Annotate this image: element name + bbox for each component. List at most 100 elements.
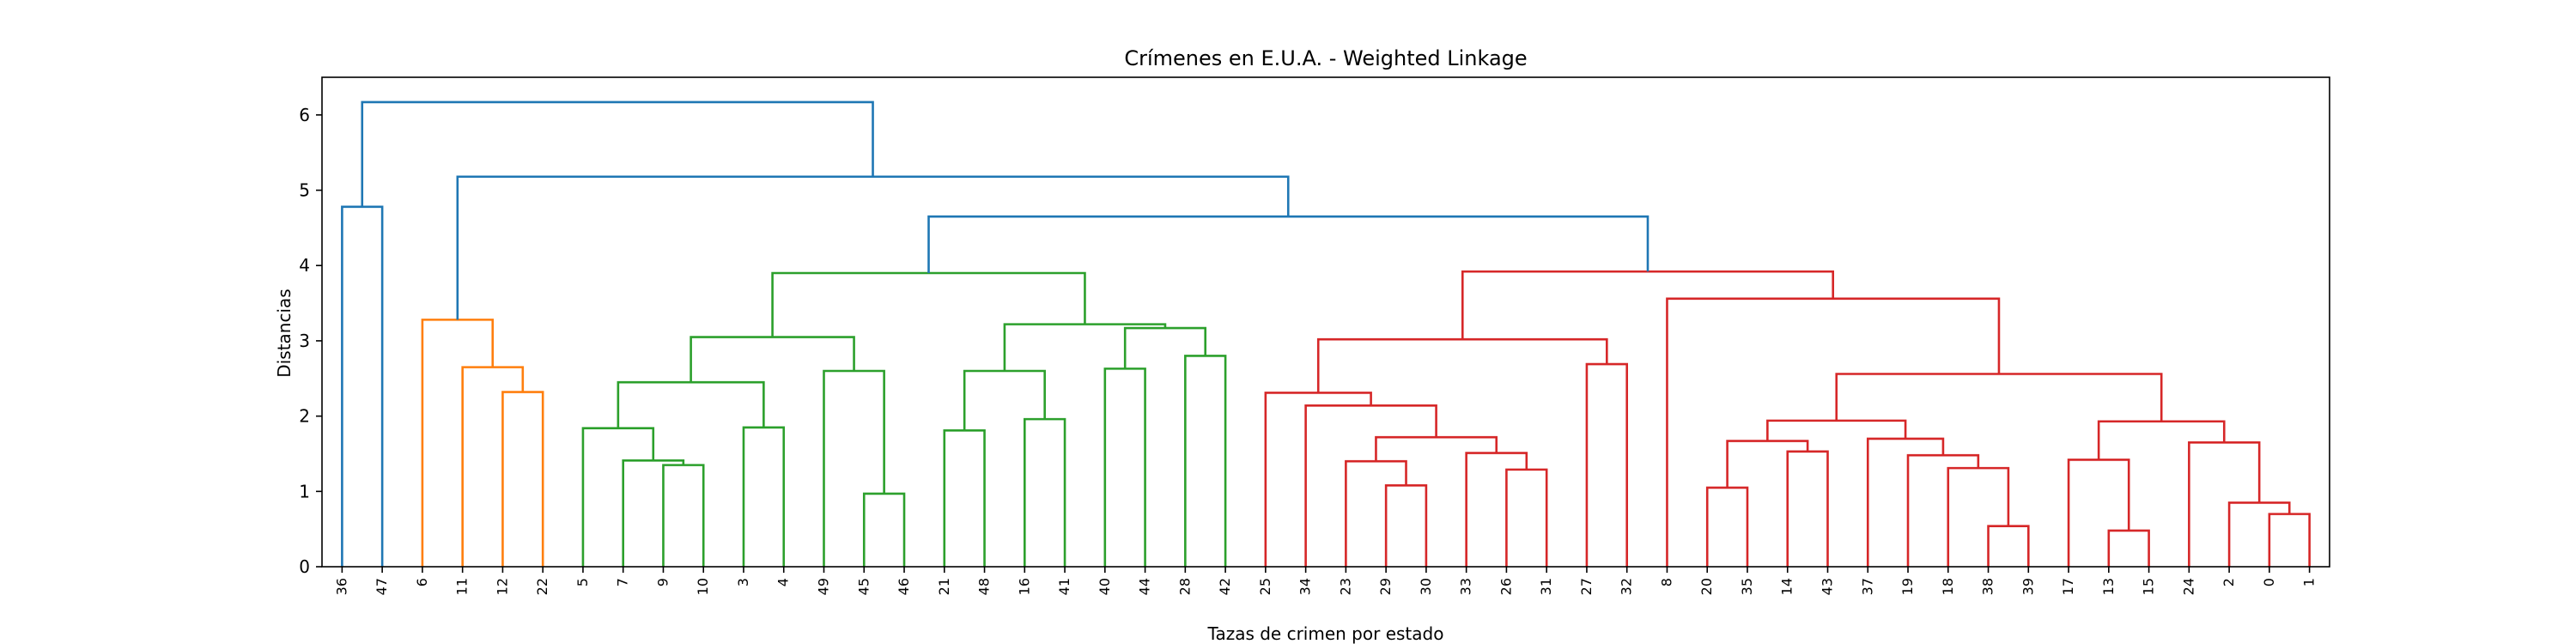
dendrogram-link — [361, 100, 874, 207]
dendrogram-link — [771, 271, 1086, 337]
dendrogram-link — [1705, 486, 1749, 567]
leaf-label: 23 — [1337, 578, 1353, 595]
leaf-label: 31 — [1538, 578, 1554, 595]
chart-title: Crímenes en E.U.A. - Weighted Linkage — [1124, 46, 1527, 70]
dendrogram-link — [2268, 513, 2311, 567]
leaf-label: 44 — [1137, 578, 1153, 595]
leaf-label: 30 — [1418, 578, 1434, 595]
dendrogram-link — [1585, 362, 1628, 567]
dendrogram-link — [1835, 373, 2163, 422]
dendrogram-link — [1461, 270, 1835, 340]
dendrogram-link — [1264, 392, 1372, 567]
leaf-label: 38 — [1980, 578, 1996, 595]
leaf-label: 18 — [1940, 578, 1956, 595]
dendrogram-link — [1505, 468, 1548, 567]
dendrogram-link — [501, 391, 544, 567]
leaf-label: 24 — [2180, 578, 2196, 595]
dendrogram-link — [456, 175, 1290, 320]
dendrogram-link — [2107, 529, 2150, 567]
leaf-label: 36 — [333, 578, 349, 595]
dendrogram-link — [1384, 483, 1428, 567]
dendrogram-link — [341, 205, 384, 567]
y-tick-label: 5 — [299, 180, 310, 201]
x-axis: 36 47 6 11 12 22 5 7 9 10 3 4 49 45 46 21 48 16 41 40 44 28 42… — [333, 567, 2318, 595]
dendrogram-link — [943, 428, 986, 567]
leaf-label: 17 — [2060, 578, 2076, 595]
dendrogram-link — [1766, 419, 1907, 441]
leaf-label: 48 — [976, 578, 993, 595]
leaf-label: 16 — [1016, 578, 1032, 595]
dendrogram-link — [2067, 459, 2130, 567]
dendrogram-link — [1947, 466, 2010, 567]
leaf-label: 0 — [2261, 578, 2277, 586]
y-axis-label: Distancias — [274, 289, 295, 377]
leaf-label: 47 — [374, 578, 390, 595]
leaf-label: 26 — [1498, 578, 1514, 595]
dendrogram-link — [927, 215, 1649, 273]
dendrogram-link — [1003, 323, 1167, 371]
leaf-label: 39 — [2020, 578, 2036, 595]
dendrogram-link — [2227, 501, 2291, 567]
leaf-label: 13 — [2100, 578, 2117, 595]
dendrogram-link — [1184, 355, 1227, 567]
dendrogram-link — [1866, 437, 1945, 567]
dendrogram-link — [1103, 368, 1146, 567]
x-axis-label: Tazas de crimen por estado — [1207, 623, 1444, 644]
y-tick-label: 2 — [299, 406, 310, 427]
y-tick-label: 0 — [299, 556, 310, 577]
leaf-label: 33 — [1458, 578, 1474, 595]
leaf-label: 7 — [615, 578, 631, 586]
plot-frame — [321, 76, 2330, 568]
leaf-label: 49 — [816, 578, 832, 595]
dendrogram-link — [1024, 417, 1066, 567]
leaf-label: 14 — [1779, 578, 1795, 595]
dendrogram-links — [341, 100, 2311, 567]
leaf-label: 12 — [494, 578, 510, 595]
leaf-label: 1 — [2301, 578, 2318, 586]
dendrogram-link — [1987, 525, 2030, 567]
leaf-label: 29 — [1377, 578, 1394, 595]
leaf-label: 6 — [414, 578, 430, 586]
leaf-label: 37 — [1859, 578, 1875, 595]
dendrogram-link — [823, 369, 885, 567]
y-axis: 0 1 2 3 4 5 6 — [299, 105, 322, 577]
leaf-label: 11 — [454, 578, 471, 595]
leaf-label: 25 — [1257, 578, 1273, 595]
dendrogram-link — [862, 492, 906, 567]
dendrogram-link — [1123, 326, 1207, 369]
leaf-label: 28 — [1176, 578, 1193, 595]
dendrogram-link — [461, 366, 525, 567]
dendrogram-link — [421, 319, 495, 567]
leaf-label: 27 — [1578, 578, 1595, 595]
leaf-label: 41 — [1056, 578, 1072, 595]
y-tick-label: 1 — [299, 481, 310, 501]
leaf-label: 20 — [1698, 578, 1715, 595]
dendrogram-link — [1465, 452, 1528, 567]
leaf-label: 2 — [2221, 578, 2237, 586]
leaf-label: 46 — [896, 578, 912, 595]
leaf-label: 22 — [534, 578, 550, 595]
dendrogram-link — [1726, 440, 1809, 488]
leaf-label: 40 — [1097, 578, 1113, 595]
leaf-label: 35 — [1739, 578, 1755, 595]
leaf-label: 19 — [1899, 578, 1916, 595]
leaf-label: 10 — [695, 578, 711, 595]
dendrogram-link — [617, 380, 765, 428]
dendrogram-link — [963, 369, 1046, 431]
dendrogram-link — [662, 464, 705, 567]
dendrogram-link — [622, 459, 685, 567]
leaf-label: 5 — [574, 578, 591, 586]
dendrogram-link — [1786, 450, 1829, 567]
dendrogram-link — [1906, 453, 1980, 567]
dendrogram-link — [1316, 337, 1608, 393]
leaf-label: 43 — [1820, 578, 1836, 595]
y-tick-label: 6 — [299, 105, 310, 125]
dendrogram-link — [1345, 459, 1407, 567]
y-tick-label: 3 — [299, 331, 310, 351]
y-tick-label: 4 — [299, 255, 310, 276]
leaf-label: 45 — [855, 578, 872, 595]
leaf-label: 9 — [654, 578, 671, 586]
leaf-label: 3 — [735, 578, 751, 586]
leaf-label: 4 — [775, 578, 792, 586]
